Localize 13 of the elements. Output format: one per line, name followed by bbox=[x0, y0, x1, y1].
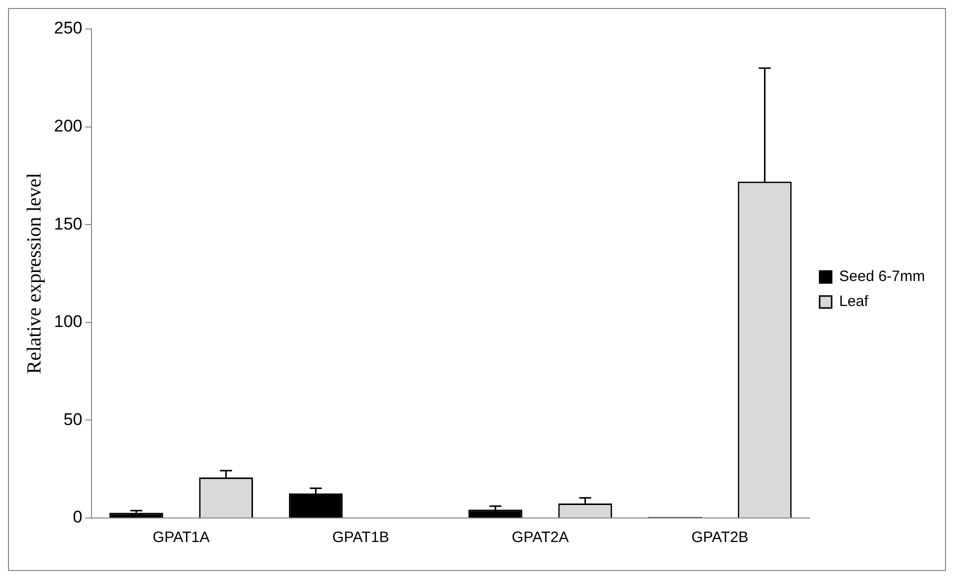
legend-label: Seed 6-7mm bbox=[839, 268, 926, 286]
y-tick-label: 100 bbox=[54, 312, 82, 332]
x-tick-label: GPAT1A bbox=[152, 529, 210, 546]
x-tick-label: GPAT2A bbox=[512, 529, 569, 546]
y-tick-label: 200 bbox=[54, 116, 82, 136]
legend-label: Leaf bbox=[839, 293, 870, 310]
y-axis-title: Relative expression level bbox=[23, 172, 46, 374]
y-tick-label: 50 bbox=[63, 410, 82, 429]
x-tick-label: GPAT2B bbox=[691, 529, 748, 546]
x-tick-label: GPAT1B bbox=[332, 529, 390, 546]
y-tick-label: 150 bbox=[54, 214, 82, 234]
y-tick-label: 250 bbox=[54, 18, 82, 38]
y-tick-label: 0 bbox=[72, 508, 82, 527]
